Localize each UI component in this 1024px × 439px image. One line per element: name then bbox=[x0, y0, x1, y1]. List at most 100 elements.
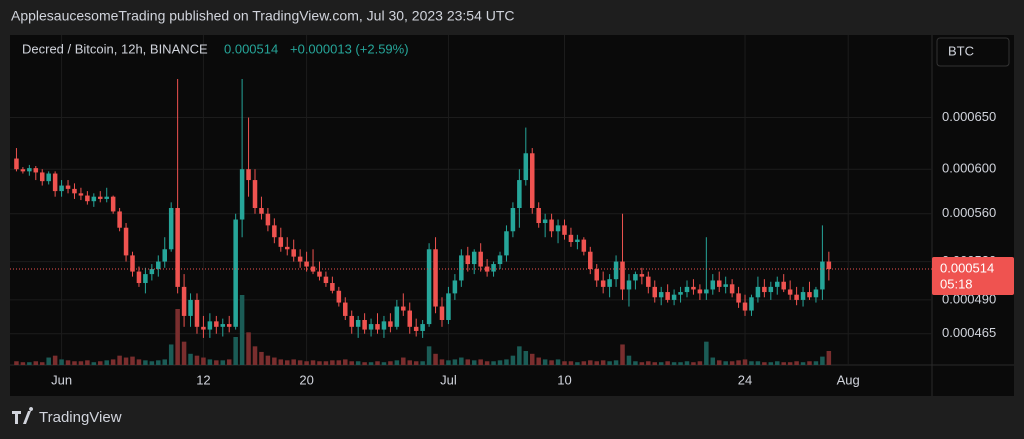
currency-button[interactable] bbox=[936, 37, 1010, 67]
volume-bar bbox=[413, 361, 419, 365]
candle-body bbox=[658, 292, 664, 298]
volume-bar bbox=[710, 357, 716, 365]
candle-body bbox=[98, 196, 103, 199]
candle-body bbox=[555, 225, 561, 232]
volume-bar bbox=[52, 355, 58, 365]
candle-body bbox=[394, 306, 400, 327]
candle-body bbox=[220, 324, 226, 327]
candle-body bbox=[459, 255, 464, 281]
volume-bar bbox=[194, 355, 200, 365]
volume-bar bbox=[78, 361, 84, 365]
volume-bar bbox=[787, 362, 793, 365]
volume-bar bbox=[775, 361, 780, 365]
volume-bar bbox=[156, 360, 161, 365]
candle-body bbox=[162, 249, 167, 262]
volume-bar bbox=[220, 360, 226, 365]
volume-bar bbox=[755, 361, 761, 365]
candle-body bbox=[742, 302, 748, 311]
volume-bar bbox=[201, 357, 206, 365]
candle-body bbox=[130, 255, 135, 272]
volume-bar bbox=[826, 351, 832, 365]
candle-body bbox=[794, 294, 799, 300]
volume-bar bbox=[749, 361, 754, 365]
candle-body bbox=[716, 280, 722, 287]
candle-body bbox=[297, 256, 303, 262]
candle-body bbox=[20, 169, 26, 172]
volume-bar bbox=[613, 360, 619, 365]
candle-body bbox=[433, 249, 438, 307]
volume-bar bbox=[504, 359, 509, 365]
candle-body bbox=[633, 274, 638, 281]
candle-body bbox=[549, 219, 554, 232]
candle-body bbox=[787, 289, 793, 295]
candle-body bbox=[575, 239, 580, 243]
y-tick-label: 0.000560 bbox=[942, 205, 996, 220]
candle-body bbox=[491, 264, 496, 272]
y-tick-label: 0.000650 bbox=[942, 109, 996, 124]
volume-bar bbox=[362, 362, 367, 365]
volume-bar bbox=[85, 360, 90, 365]
candle-body bbox=[33, 168, 39, 173]
volume-bar bbox=[671, 362, 677, 365]
candle-body bbox=[188, 299, 193, 316]
volume-bar bbox=[665, 361, 670, 365]
candle-body bbox=[600, 280, 606, 287]
volume-bar bbox=[439, 359, 445, 365]
currency-label[interactable]: BTC bbox=[948, 43, 974, 58]
candle-body bbox=[168, 208, 174, 250]
volume-bar bbox=[188, 353, 193, 365]
volume-bar bbox=[459, 357, 464, 365]
candle-body bbox=[362, 319, 367, 330]
candle-body bbox=[652, 286, 658, 298]
candle-body bbox=[136, 271, 142, 284]
legend-change: +0.000013 (+2.59%) bbox=[290, 41, 409, 56]
volume-bar bbox=[181, 341, 187, 365]
candle-body bbox=[646, 276, 651, 287]
candle-body bbox=[471, 251, 477, 265]
volume-bar bbox=[401, 357, 406, 365]
volume-bar bbox=[284, 360, 290, 365]
y-tick-label: 0.000490 bbox=[942, 291, 996, 306]
last-price-label: 0.000514 bbox=[940, 260, 994, 275]
volume-bar bbox=[607, 361, 612, 365]
volume-bar bbox=[336, 360, 342, 365]
candle-body bbox=[691, 286, 696, 290]
volume-bar bbox=[381, 362, 387, 365]
candle-body bbox=[104, 196, 109, 199]
candle-body bbox=[768, 286, 774, 293]
candle-body bbox=[588, 251, 593, 270]
volume-bar bbox=[678, 362, 683, 365]
volume-bar bbox=[588, 360, 593, 365]
volume-bar bbox=[394, 360, 400, 365]
volume-bar bbox=[568, 361, 574, 365]
candle-body bbox=[504, 231, 509, 256]
candle-body bbox=[523, 153, 529, 181]
candle-body bbox=[110, 196, 116, 212]
candle-body bbox=[736, 293, 741, 303]
candle-body bbox=[413, 326, 419, 331]
candle-body bbox=[175, 208, 180, 287]
candle-body bbox=[214, 321, 219, 327]
volume-bar bbox=[523, 351, 529, 365]
volume-bar bbox=[742, 359, 748, 365]
volume-bar bbox=[820, 356, 825, 365]
candle-body bbox=[568, 234, 574, 243]
volume-bar bbox=[465, 359, 471, 365]
volume-bar bbox=[46, 357, 51, 365]
x-tick-label: 12 bbox=[196, 372, 210, 387]
candle-body bbox=[497, 255, 503, 265]
volume-bar bbox=[98, 361, 103, 365]
volume-bar bbox=[652, 362, 658, 365]
candle-body bbox=[123, 227, 129, 256]
x-tick-label: Aug bbox=[837, 372, 860, 387]
candle-body bbox=[775, 281, 780, 287]
volume-bar bbox=[117, 355, 122, 365]
volume-bar bbox=[130, 356, 135, 365]
candle-body bbox=[330, 283, 335, 291]
volume-bar bbox=[549, 360, 554, 365]
candle-body bbox=[78, 193, 84, 196]
candle-body bbox=[749, 297, 754, 311]
candle-body bbox=[820, 261, 825, 290]
volume-bar bbox=[27, 362, 32, 365]
candle-body bbox=[194, 299, 200, 327]
